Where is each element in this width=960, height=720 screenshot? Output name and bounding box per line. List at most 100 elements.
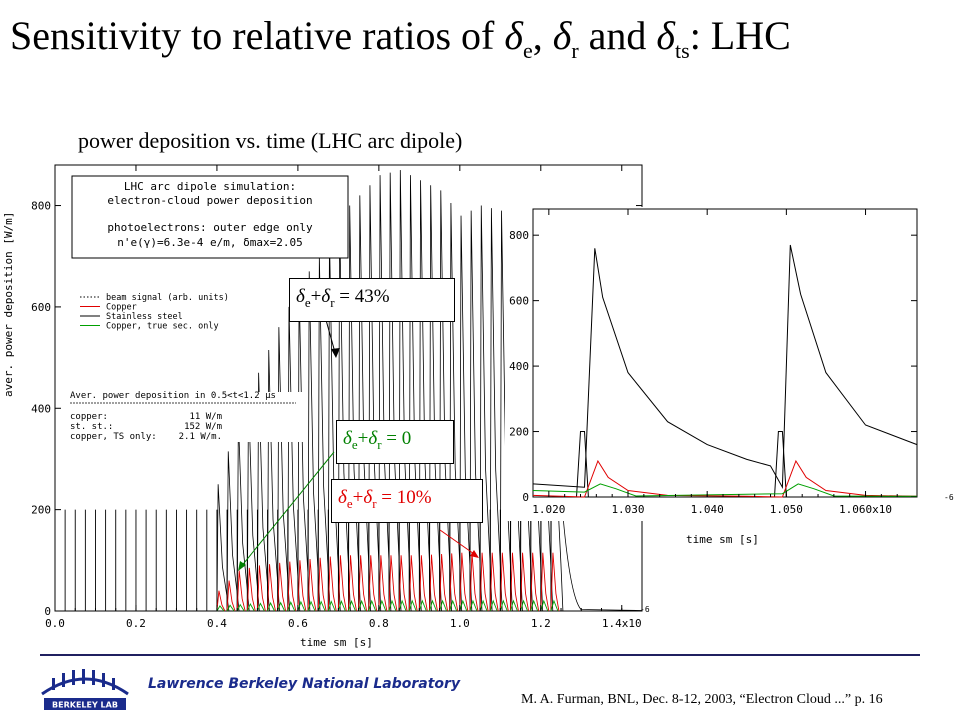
copper-spike (550, 552, 560, 612)
copper-spike (236, 570, 246, 612)
copper-spike (489, 552, 499, 612)
copper-spike (540, 552, 550, 612)
copper-ts-spike (530, 599, 539, 612)
lab-name: Lawrence Berkeley National Laboratory (148, 676, 461, 692)
y-tick-label: 800 (31, 200, 51, 213)
inset-y-tick-label: 400 (509, 360, 529, 373)
inset-y-tick-label: 0 (522, 491, 529, 504)
legend-label: Copper (106, 303, 137, 313)
averages-row-name: copper, TS only: (70, 432, 157, 442)
legend: beam signal (arb. units)CopperStainless … (80, 293, 229, 332)
copper-spike (226, 580, 236, 612)
copper-ts-spike (550, 599, 559, 612)
copper-ts-spike (499, 599, 508, 612)
slide-title: Sensitivity to relative ratios of δe, δr… (10, 13, 791, 63)
copper-ts-spike (216, 605, 225, 612)
stainless-steel-spike (449, 203, 463, 612)
x-tick-label: 0.6 (288, 617, 308, 630)
info-line-4: n'e(γ)=6.3e-4 e/m, δmax=2.05 (117, 236, 302, 249)
callout-0: δe+δr = 0 (336, 420, 454, 464)
y-axis-label: aver. power deposition [W/m] (2, 212, 15, 397)
inset-y-tick-label: 600 (509, 295, 529, 308)
legend-label: Stainless steel (106, 312, 183, 322)
logo-text: BERKELEY LAB (52, 701, 118, 710)
x-tick-label: 0.8 (369, 617, 389, 630)
averages-box: Aver. power deposition in 0.5<t<1.2 μs c… (68, 391, 308, 442)
x-tick-label: 0.0 (45, 617, 65, 630)
footer-rule (40, 654, 920, 656)
info-box: LHC arc dipole simulation: electron-clou… (71, 175, 349, 259)
copper-spike (449, 553, 459, 612)
inset-x-tick-exponent: -6 (944, 493, 954, 502)
stainless-steel-spike (317, 256, 331, 612)
copper-ts-spike (439, 599, 448, 612)
stainless-steel-spike (459, 215, 473, 612)
copper-spike (398, 555, 408, 612)
arrow-0 (239, 451, 335, 569)
copper-spike (429, 554, 438, 612)
copper-spike (327, 556, 337, 612)
inset-x-tick-label: 1.030 (611, 503, 644, 516)
copper-ts-spike (469, 599, 478, 612)
inset-series-line (576, 431, 787, 498)
copper-ts-spike (348, 599, 356, 612)
averages-row-name: st. st.: (70, 422, 113, 432)
copper-spike (408, 555, 418, 612)
copper-spike (277, 562, 287, 612)
copper-spike (469, 552, 479, 612)
copper-ts-spike (256, 602, 265, 612)
y-tick-label: 200 (31, 504, 51, 517)
copper-spike (378, 555, 388, 612)
callout-10-percent: δe+δr = 10% (331, 479, 483, 523)
x-tick-label: 0.4 (207, 617, 227, 630)
copper-spike (479, 552, 489, 612)
x-tick-exponent: -6 (640, 605, 650, 614)
arrow-10 (439, 529, 478, 557)
copper-ts-spike (540, 599, 549, 612)
inset-x-tick-label: 1.020 (532, 503, 565, 516)
inset-series-line (532, 483, 918, 497)
inset-y-tick-label: 800 (509, 229, 529, 242)
copper-spike (388, 555, 398, 612)
inset-x-tick-label: 1.050 (770, 503, 803, 516)
copper-ts-spike (277, 601, 286, 612)
copper-ts-spike (337, 600, 346, 612)
copper-ts-spike (236, 603, 245, 612)
legend-label: Copper, true sec. only (106, 322, 219, 332)
copper-ts-spike (489, 599, 498, 612)
chart-subtitle: power deposition vs. time (LHC arc dipol… (78, 128, 463, 153)
inset-x-tick-label: 1.060x10 (839, 503, 892, 516)
stainless-steel-spike (358, 195, 372, 612)
y-tick-label: 400 (31, 402, 51, 415)
stainless-steel-spike (479, 205, 493, 612)
inset-chart: 1.020 1.030 1.040 1.050 1.060x10 0 200 400 600 80… (505, 207, 954, 546)
copper-spike (530, 552, 540, 612)
legend-label: beam signal (arb. units) (106, 293, 229, 303)
copper-ts-spike (520, 599, 528, 612)
stainless-steel-spike (469, 210, 483, 612)
copper-ts-spike (327, 600, 336, 612)
copper-ts-spike (418, 599, 427, 612)
copper-spike (216, 590, 226, 612)
inset-x-axis-label: time sm [s] (686, 533, 759, 546)
stainless-steel-spike (307, 271, 321, 612)
copper-spike (499, 552, 509, 612)
copper-spike (297, 560, 307, 612)
copper-ts-spike (317, 600, 326, 612)
inset-y-tick-label: 200 (509, 426, 529, 439)
copper-ts-spike (358, 599, 367, 612)
copper-ts-spike (226, 604, 235, 612)
x-tick-label: 1.2 (531, 617, 551, 630)
stainless-steel-spike (348, 205, 361, 612)
copper-spike (439, 553, 449, 612)
berkeley-lab-logo: BERKELEY LAB (41, 669, 129, 710)
averages-title: Aver. power deposition in 0.5<t<1.2 μs (70, 391, 276, 401)
copper-spike (287, 561, 297, 612)
copper-ts-spike (307, 600, 316, 612)
copper-spike (520, 552, 529, 612)
copper-ts-spike (408, 599, 417, 612)
averages-row-name: copper: (70, 412, 108, 422)
copper-spike (358, 555, 368, 612)
copper-spike (368, 555, 378, 612)
